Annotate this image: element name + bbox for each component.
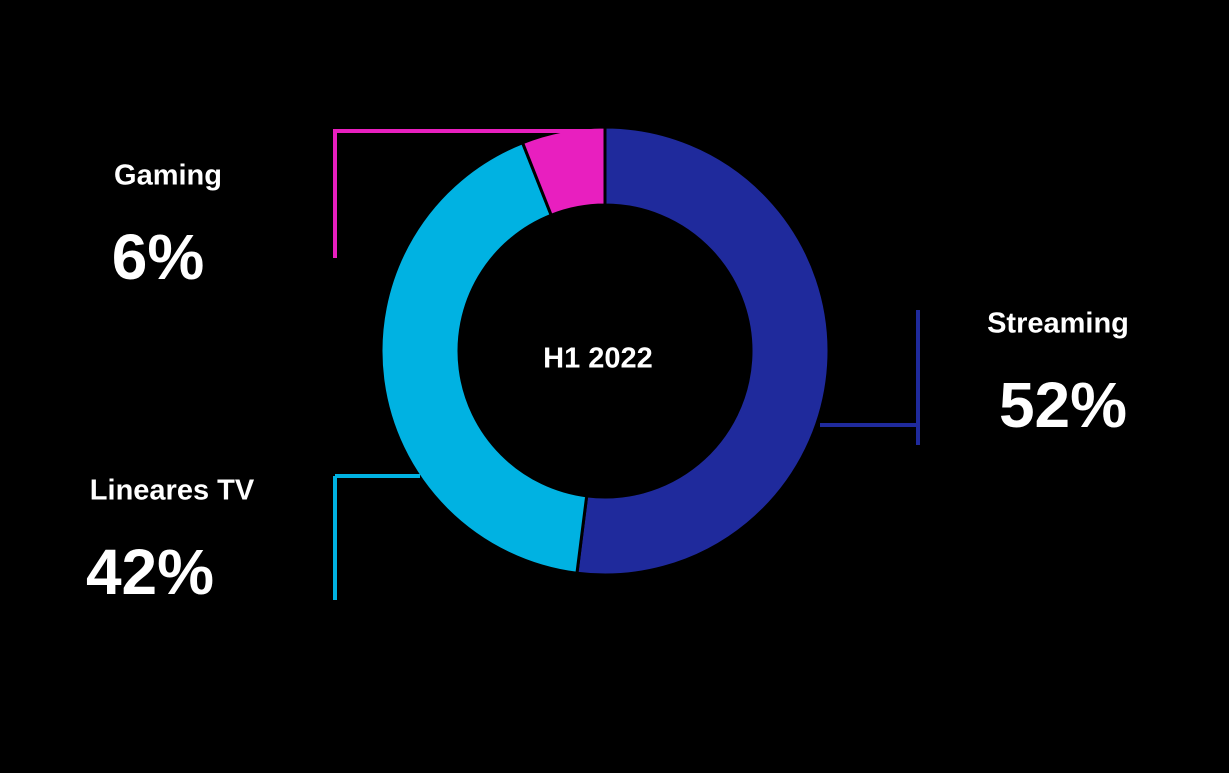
value-label: 42% xyxy=(86,536,214,608)
donut-segment xyxy=(575,125,831,577)
value-label: 52% xyxy=(999,369,1127,441)
value-label: 6% xyxy=(112,221,205,293)
category-label: Lineares TV xyxy=(90,475,255,507)
donut-segment xyxy=(379,140,589,575)
category-label: Streaming xyxy=(987,308,1129,340)
donut-segment xyxy=(520,125,607,218)
center-label: H1 2022 xyxy=(543,343,653,375)
category-label: Gaming xyxy=(114,160,222,192)
